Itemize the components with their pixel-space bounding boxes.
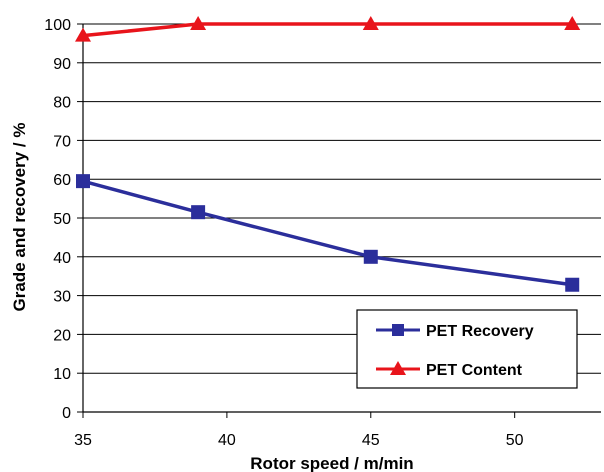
y-tick-label: 40 xyxy=(53,250,71,267)
data-point-square xyxy=(76,174,90,189)
y-tick-label: 70 xyxy=(53,133,71,150)
x-axis-title: Rotor speed / m/min xyxy=(250,454,413,472)
y-axis-title: Grade and recovery / % xyxy=(10,123,29,312)
legend-item-pet-recovery: PET Recovery xyxy=(376,323,534,340)
axes xyxy=(77,23,601,418)
y-tick-label: 20 xyxy=(53,327,71,344)
data-point-triangle xyxy=(564,16,581,30)
y-tick-label: 30 xyxy=(53,289,71,306)
series-line xyxy=(82,179,573,287)
data-point-square xyxy=(363,249,378,264)
x-tick-label: 50 xyxy=(506,432,524,449)
y-tick-label: 100 xyxy=(44,17,71,34)
legend-label-pet-recovery: PET Recovery xyxy=(426,323,534,340)
y-tick-label: 90 xyxy=(53,56,71,73)
y-tick-label: 80 xyxy=(53,95,71,112)
legend-item-pet-content: PET Content xyxy=(376,361,523,379)
data-point-square xyxy=(565,277,580,292)
x-tick-label: 45 xyxy=(362,432,380,449)
y-tick-label: 50 xyxy=(53,211,71,228)
tick-labels: 0 10 20 30 40 50 60 70 80 90 100 35 40 45 50 xyxy=(44,17,523,449)
series-pet-recovery xyxy=(76,174,580,292)
series-pet-content xyxy=(75,16,581,42)
x-tick-label: 40 xyxy=(218,432,236,449)
data-point-square xyxy=(191,205,206,220)
data-point-triangle xyxy=(75,27,91,42)
y-tick-label: 60 xyxy=(53,172,71,189)
legend-triangle-marker-icon xyxy=(390,361,406,375)
data-point-triangle xyxy=(190,16,207,30)
y-tick-label: 10 xyxy=(53,366,71,383)
legend-label-pet-content: PET Content xyxy=(426,362,523,379)
legend-square-marker-icon xyxy=(392,324,404,336)
data-series xyxy=(75,16,581,292)
y-tick-label: 0 xyxy=(62,405,71,422)
data-point-triangle xyxy=(362,16,379,30)
x-tick-label: 35 xyxy=(74,432,92,449)
legend: PET Recovery PET Content xyxy=(356,309,578,389)
series-line xyxy=(82,22,573,38)
